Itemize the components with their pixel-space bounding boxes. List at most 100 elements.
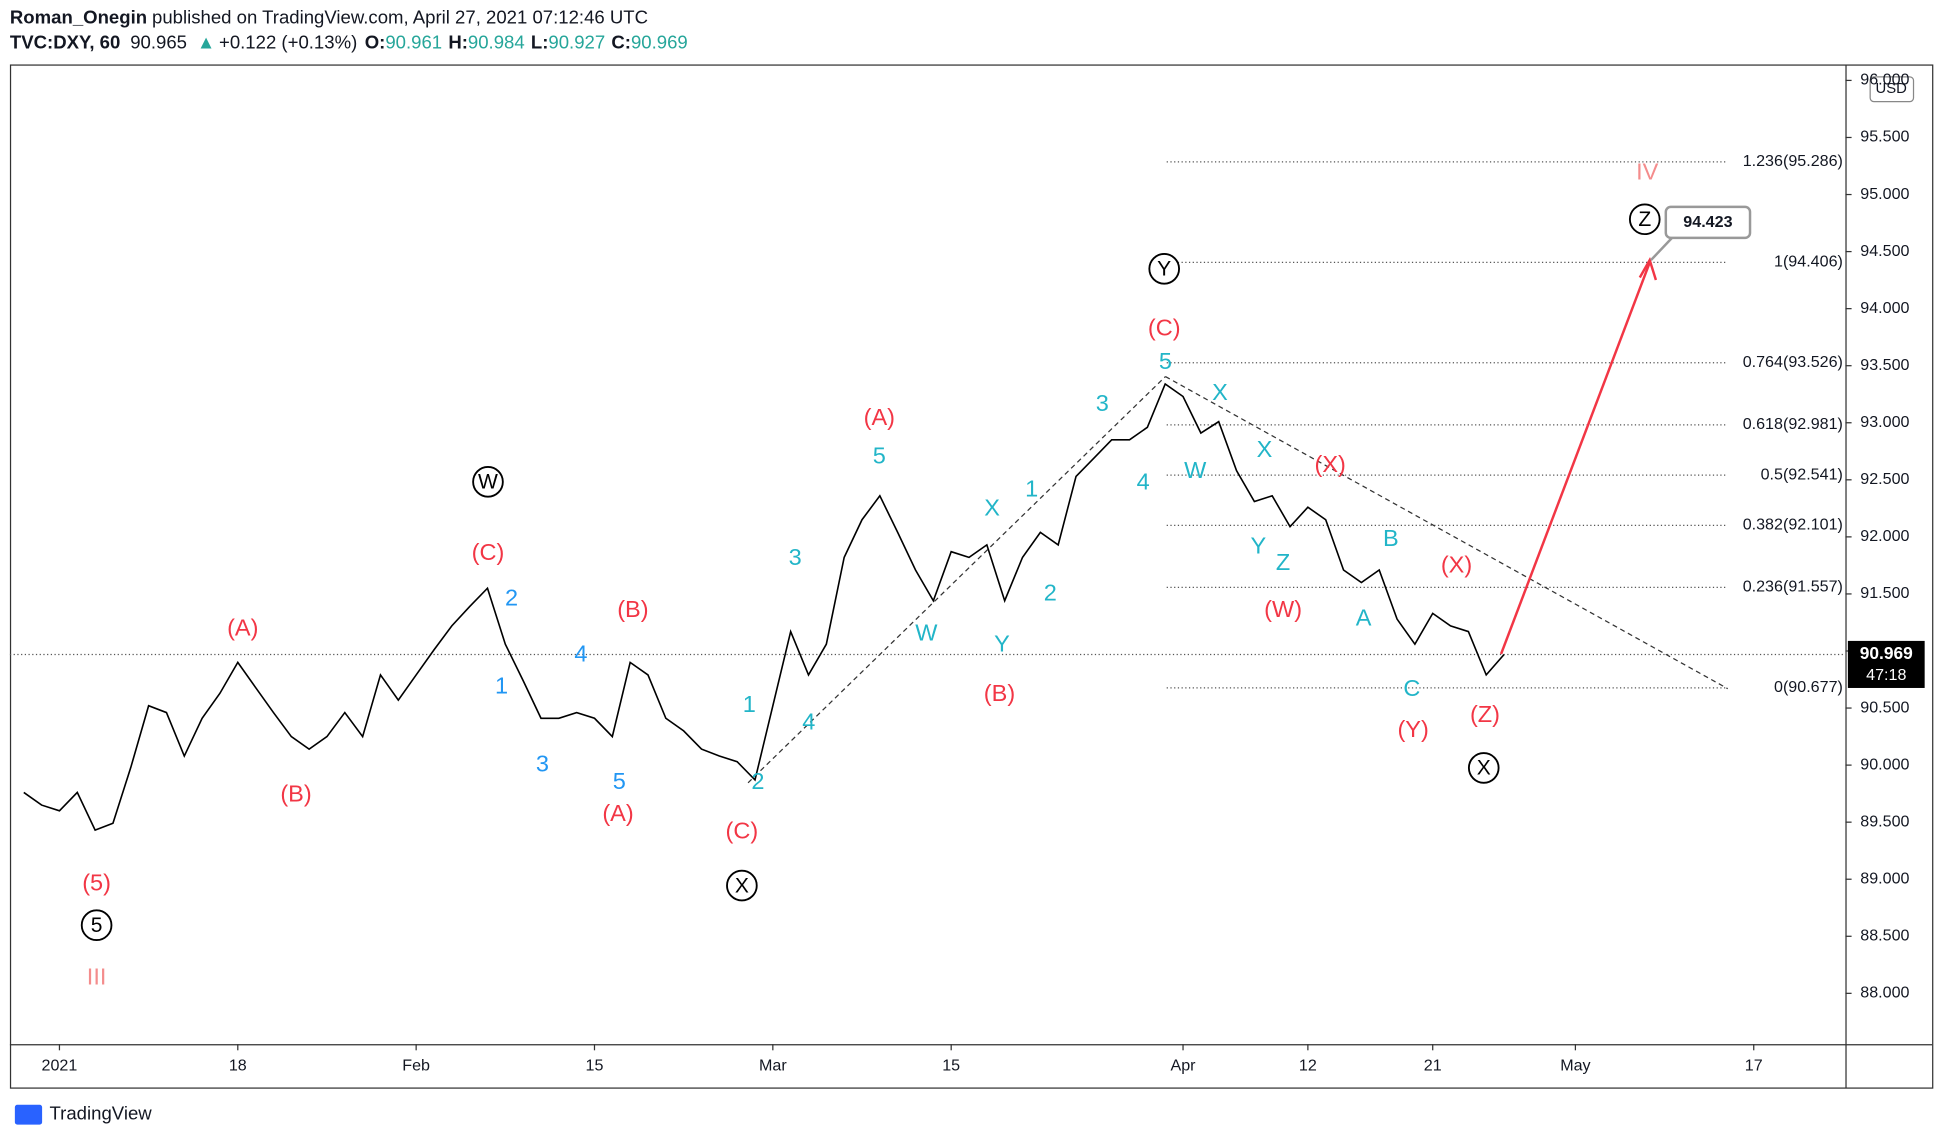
y-tick-label: 91.500 bbox=[1860, 584, 1909, 602]
x-tick-label: 12 bbox=[1299, 1057, 1317, 1075]
wave-label: 2 bbox=[505, 585, 518, 611]
author: Roman_Onegin bbox=[10, 7, 147, 28]
x-tick-label: 15 bbox=[586, 1057, 604, 1075]
published: published on TradingView.com, April 27, … bbox=[152, 7, 648, 28]
plot bbox=[9, 161, 1846, 942]
y-tick-label: 89.500 bbox=[1860, 812, 1909, 830]
trend-line bbox=[747, 376, 1166, 784]
wave-label: 2 bbox=[1044, 580, 1057, 606]
publish-line: Roman_Onegin published on TradingView.com… bbox=[10, 7, 648, 28]
wave-circle bbox=[472, 466, 504, 498]
y-tick-label: 92.000 bbox=[1860, 527, 1909, 545]
ohlc-key: O: bbox=[365, 31, 386, 52]
frame bbox=[9, 64, 1934, 1089]
fib-label: 1.236(95.286) bbox=[1743, 152, 1843, 170]
wave-label: (C) bbox=[1148, 315, 1181, 341]
wave-circle bbox=[1148, 253, 1181, 285]
wave-label: 5 bbox=[613, 768, 626, 794]
wave-label: C bbox=[1403, 675, 1420, 701]
wave-label: Y bbox=[994, 631, 1010, 657]
wave-circle bbox=[80, 909, 113, 942]
wave-label: (B) bbox=[280, 780, 311, 806]
y-tick-label: 88.000 bbox=[1860, 984, 1909, 1002]
wave-label: A bbox=[1356, 605, 1372, 631]
ohlc-key: H: bbox=[448, 31, 468, 52]
x-tick-label: May bbox=[1560, 1057, 1591, 1075]
callout-box bbox=[1664, 205, 1752, 240]
wave-label: 2 bbox=[751, 768, 764, 794]
wave-label: 4 bbox=[802, 709, 815, 735]
x-tick-label: 17 bbox=[1745, 1057, 1763, 1075]
wave-label: (A) bbox=[227, 614, 258, 640]
wave-label: X bbox=[1477, 757, 1491, 780]
wave-label: Y bbox=[1157, 258, 1171, 281]
y-tick-label: 96.000 bbox=[1860, 71, 1909, 89]
wave-label: Z bbox=[1638, 208, 1651, 231]
wave-label: B bbox=[1383, 525, 1399, 551]
ohlc-value: 90.969 bbox=[631, 31, 688, 52]
ohlc-key: C: bbox=[611, 31, 631, 52]
symbol: TVC:DXY, 60 bbox=[10, 31, 120, 52]
wave-label: X bbox=[1212, 379, 1228, 405]
wave-label: 1 bbox=[495, 673, 508, 699]
wave-label: 5 bbox=[91, 914, 103, 937]
y-tick-label: 93.500 bbox=[1860, 356, 1909, 374]
brand: TradingView bbox=[50, 1103, 153, 1124]
price-line bbox=[23, 382, 1505, 832]
wave-label: (Z) bbox=[1470, 701, 1500, 727]
wave-label: 4 bbox=[1137, 468, 1150, 494]
wave-label: X bbox=[735, 874, 749, 897]
up-icon: ▲ bbox=[197, 31, 215, 52]
fib-label: 0(90.677) bbox=[1774, 678, 1843, 696]
wave-label: 5 bbox=[1159, 348, 1172, 374]
wave-circle bbox=[1628, 203, 1661, 236]
wave-label: 5 bbox=[873, 442, 886, 468]
wave-label: Y bbox=[1250, 533, 1266, 559]
y-tick-label: 88.500 bbox=[1860, 927, 1909, 945]
wave-label: 4 bbox=[574, 640, 587, 666]
fib-label: 0.5(92.541) bbox=[1761, 465, 1843, 483]
currency-box bbox=[1869, 76, 1915, 103]
y-tick-label: 95.000 bbox=[1860, 185, 1909, 203]
ohlc-key: L: bbox=[531, 31, 549, 52]
fib-label: 1(94.406) bbox=[1774, 253, 1843, 271]
arrow-head bbox=[1638, 257, 1658, 281]
fib-label: 0.382(92.101) bbox=[1743, 516, 1843, 534]
trend-line bbox=[1165, 376, 1729, 690]
currency: USD bbox=[1876, 81, 1908, 97]
y-tick-label: 94.000 bbox=[1860, 299, 1909, 317]
wave-label: (B) bbox=[617, 596, 648, 622]
wave-label: W bbox=[915, 619, 938, 645]
y-tick-label: 95.500 bbox=[1860, 128, 1909, 146]
wave-label: (X) bbox=[1441, 551, 1472, 577]
y-tick-label: 90.500 bbox=[1860, 698, 1909, 716]
wave-label: (X) bbox=[1314, 451, 1345, 477]
change: +0.122 (+0.13%) bbox=[219, 31, 357, 52]
last: 90.965 bbox=[130, 31, 187, 52]
x-tick-label: Mar bbox=[759, 1057, 787, 1075]
projection-arrow bbox=[1499, 262, 1651, 655]
wave-label: III bbox=[87, 964, 107, 990]
wave-circle bbox=[726, 869, 758, 902]
y-tick-label: 94.500 bbox=[1860, 242, 1909, 260]
wave-label: (W) bbox=[1264, 596, 1302, 622]
x-tick-label: Feb bbox=[402, 1057, 430, 1075]
symbol-line: TVC:DXY, 60 90.965 ▲ +0.122 (+0.13%) O: 90.96… bbox=[10, 31, 688, 52]
fib-label: 0.764(93.526) bbox=[1743, 353, 1843, 371]
wave-label: 3 bbox=[1096, 390, 1109, 416]
wave-circle bbox=[1467, 752, 1500, 784]
wave-label: 3 bbox=[789, 544, 802, 570]
last-price-label: 90.969 bbox=[1860, 643, 1913, 663]
fib-label: 0.236(91.557) bbox=[1743, 578, 1843, 596]
wave-label: 3 bbox=[536, 751, 549, 777]
wave-label: (B) bbox=[984, 680, 1015, 706]
y-tick-label: 93.000 bbox=[1860, 413, 1909, 431]
wave-label: (Y) bbox=[1397, 716, 1428, 742]
wave-label: (5) bbox=[82, 870, 111, 896]
y-tick-label: 92.500 bbox=[1860, 470, 1909, 488]
x-tick-label: 15 bbox=[942, 1057, 960, 1075]
wave-label: 1 bbox=[743, 691, 756, 717]
callout-label: 94.423 bbox=[1683, 213, 1732, 231]
